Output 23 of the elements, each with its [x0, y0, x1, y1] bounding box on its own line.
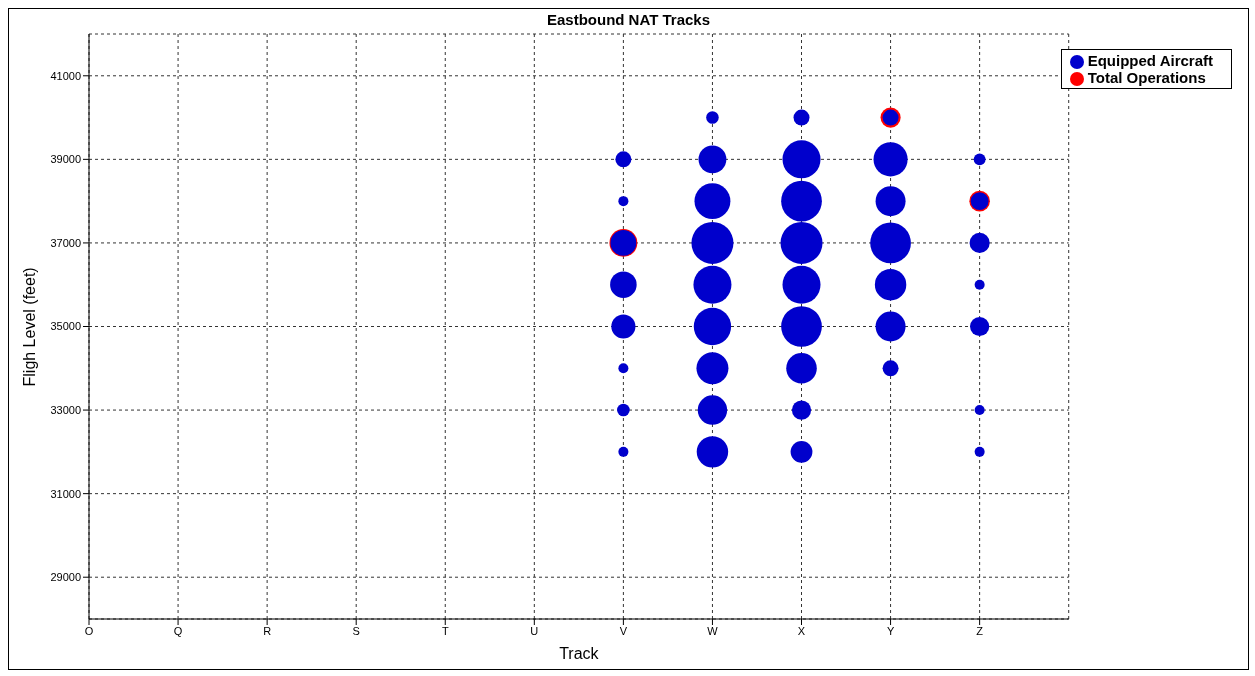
- y-tick-label: 35000: [50, 320, 81, 333]
- x-tick-label: Q: [173, 624, 183, 637]
- y-axis-title: Fligh Level (feet): [20, 267, 38, 387]
- x-tick-label: V: [619, 624, 628, 637]
- y-tick-label: 41000: [50, 69, 81, 82]
- y-tick-label: 37000: [50, 236, 81, 249]
- x-axis-title: Track: [559, 645, 600, 662]
- x-tick-label: O: [84, 624, 94, 637]
- x-tick-label: U: [530, 624, 539, 637]
- x-tick-label: Y: [886, 624, 895, 637]
- x-tick-label: S: [352, 624, 360, 637]
- x-tick-label: Z: [976, 624, 984, 637]
- x-tick-label: R: [263, 624, 272, 637]
- y-tick-label: 31000: [50, 487, 81, 500]
- y-tick-label: 29000: [50, 571, 81, 584]
- legend-label: Equipped Aircraft: [1087, 52, 1213, 69]
- y-tick-label: 39000: [50, 153, 81, 166]
- chart-title: Eastbound NAT Tracks: [545, 11, 712, 28]
- y-tick-label: 33000: [50, 403, 81, 416]
- legend-label: Total Operations: [1087, 69, 1206, 87]
- x-tick-label: X: [797, 624, 806, 637]
- x-tick-label: W: [707, 624, 719, 637]
- x-tick-label: T: [441, 624, 449, 637]
